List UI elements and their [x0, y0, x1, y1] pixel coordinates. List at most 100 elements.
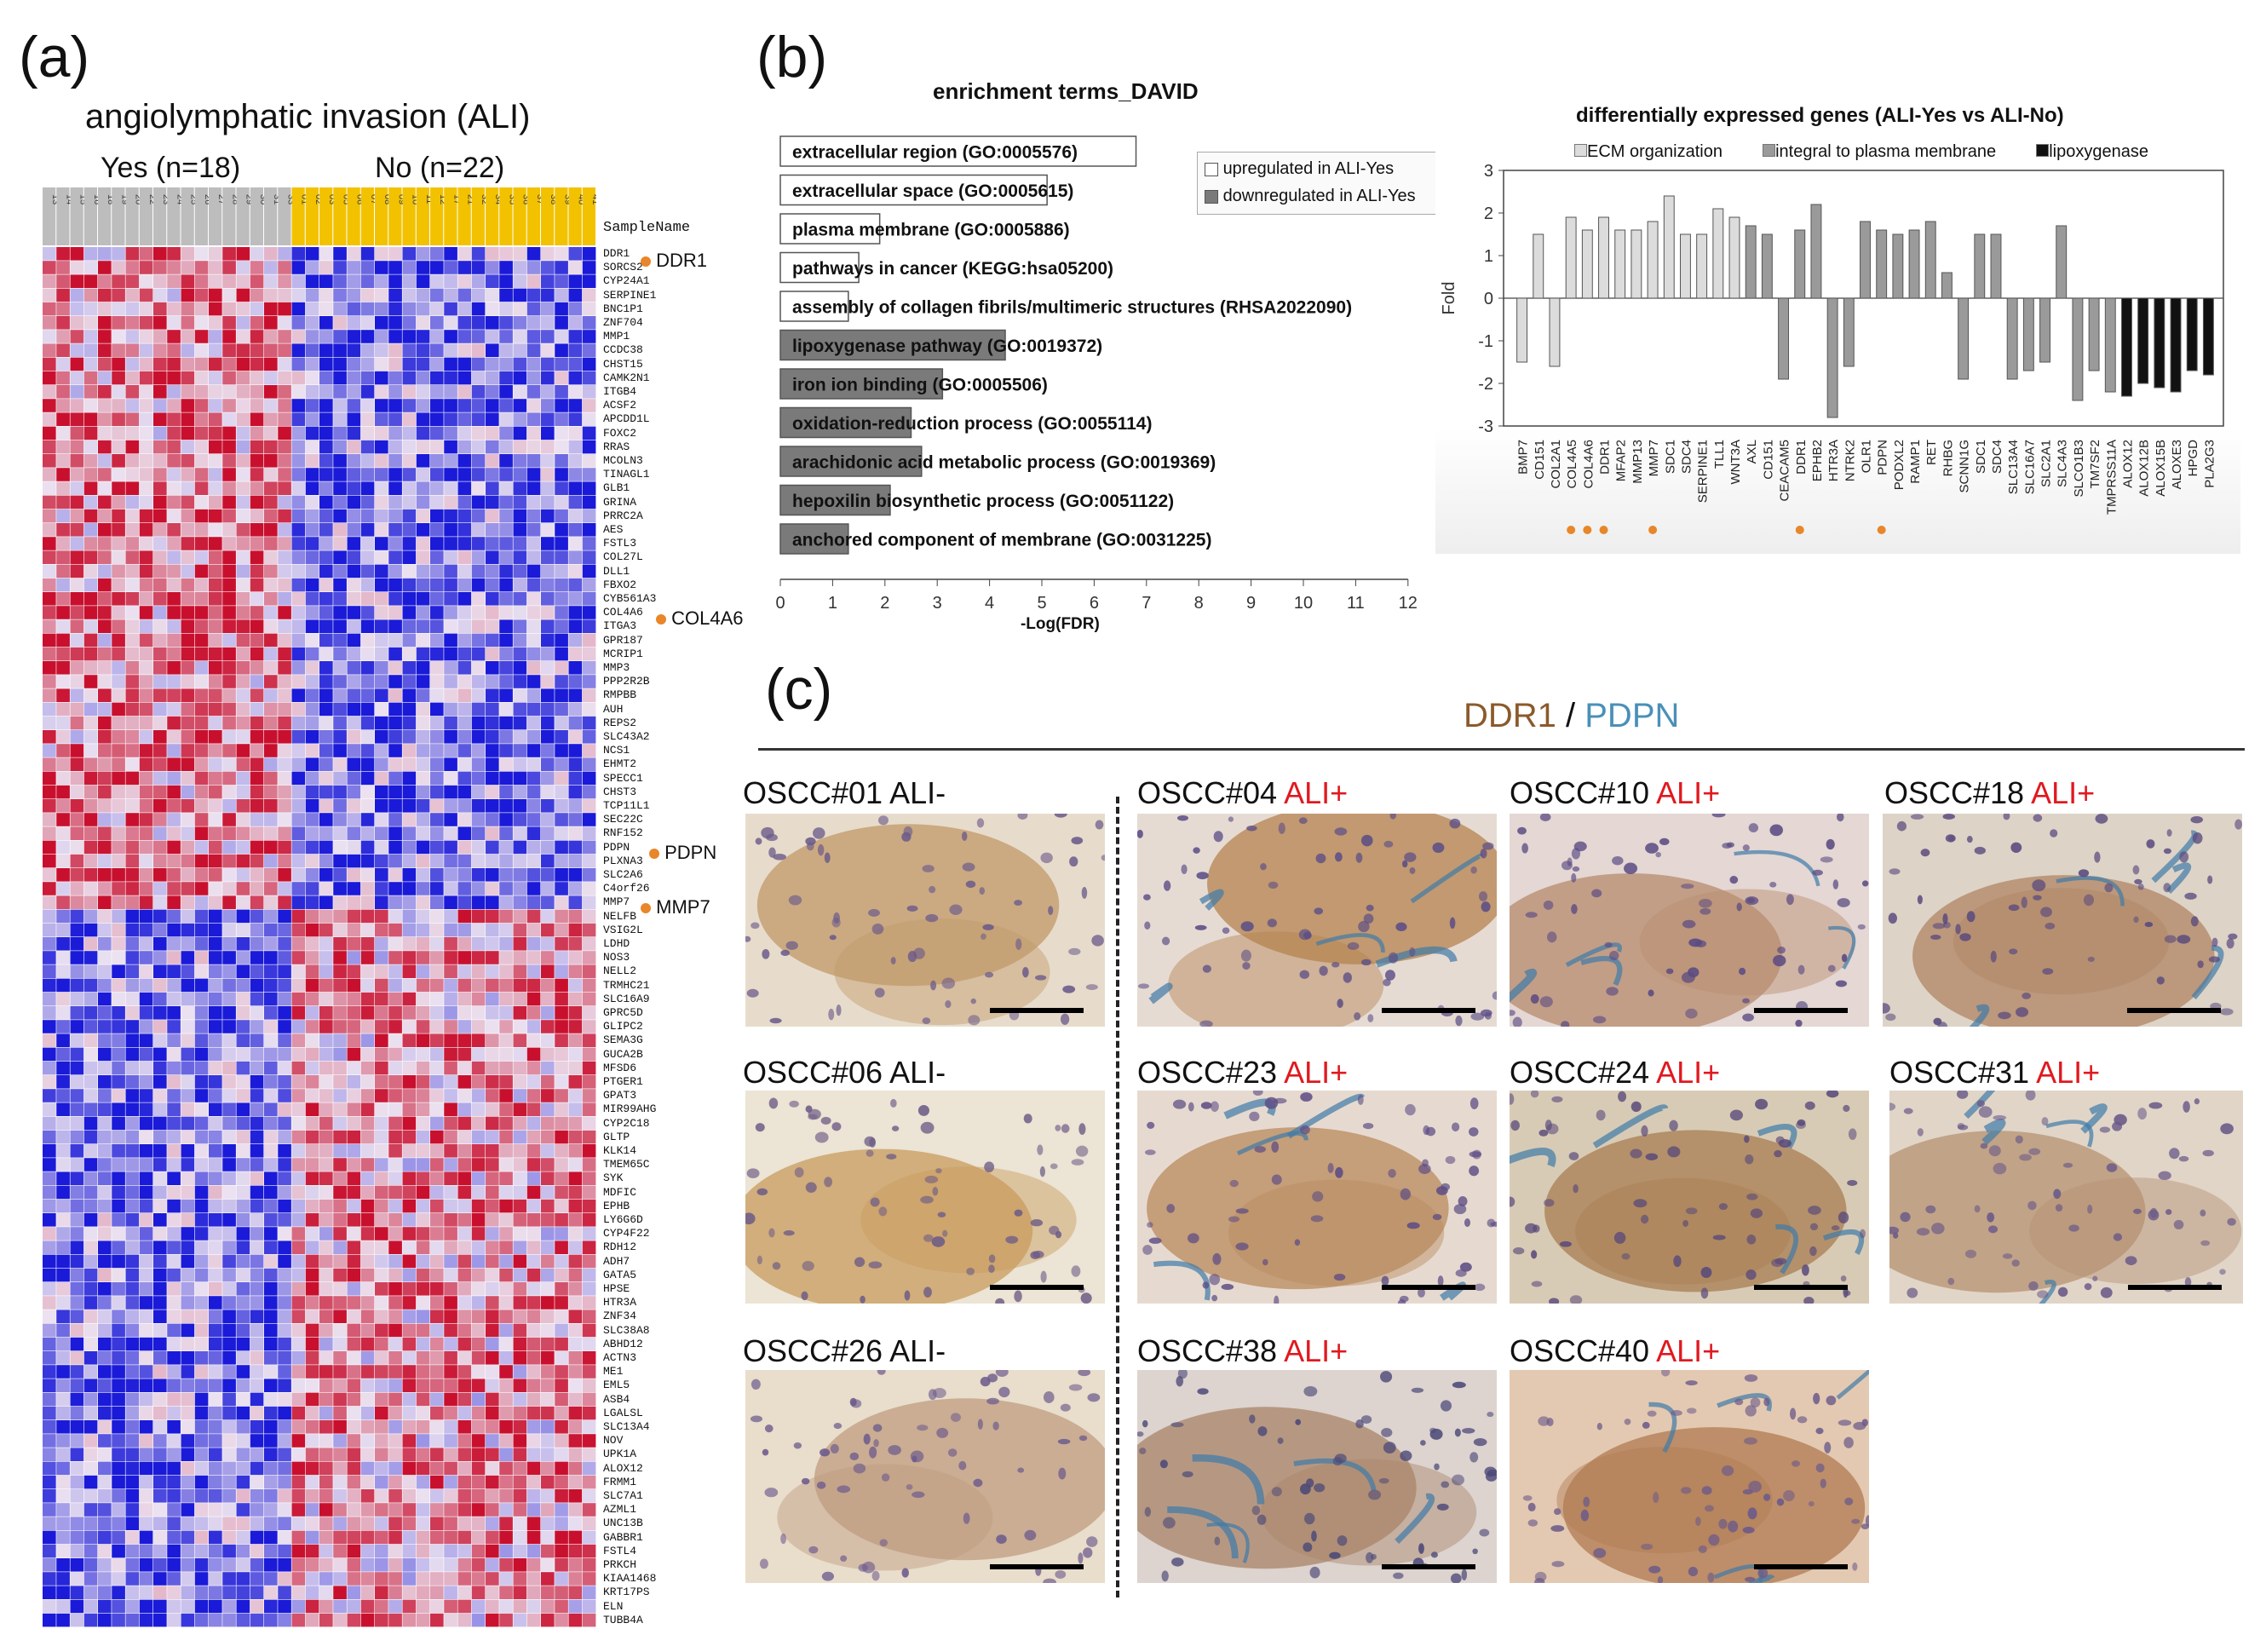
heatmap-cell [83, 937, 98, 951]
heatmap-cell [444, 371, 457, 385]
heatmap-cell [181, 895, 195, 909]
gene-label: RDH12 [603, 1240, 637, 1254]
heatmap-cell [430, 261, 444, 274]
heatmap-cell [209, 826, 222, 840]
heatmap-cell [388, 1227, 402, 1240]
gene-label: DLL1 [603, 564, 630, 578]
heatmap-cell [513, 1116, 527, 1131]
heatmap-cell [194, 771, 209, 786]
heatmap-cell [98, 1213, 112, 1227]
heatmap-cell [305, 468, 319, 481]
heatmap-cell [181, 661, 195, 675]
heatmap-cell [181, 1296, 195, 1310]
heatmap-cell [112, 799, 125, 813]
heatmap-cell [555, 1392, 568, 1407]
heatmap-cell [526, 440, 541, 454]
heatmap-cell [416, 1434, 430, 1448]
heatmap-cell [430, 702, 444, 717]
heatmap-cell [333, 1047, 347, 1062]
heatmap-cell [222, 1323, 236, 1338]
heatmap-cell [291, 537, 306, 550]
legend-item-down: downregulated in ALI-Yes [1205, 187, 1416, 206]
heatmap-cell [125, 302, 140, 316]
heatmap-cell [360, 840, 375, 855]
ihc-micrograph [1883, 814, 2242, 1027]
heatmap-cell [139, 992, 153, 1006]
heatmap-cell [167, 537, 181, 550]
heatmap-cell [209, 992, 222, 1006]
heatmap-cell [333, 1282, 347, 1296]
heatmap-cell [499, 1558, 513, 1572]
heatmap-cell [416, 1240, 430, 1254]
heatmap-cell [402, 1599, 417, 1614]
heatmap-cell [98, 1033, 112, 1047]
heatmap-cell [375, 1530, 388, 1545]
deg-bar [1826, 297, 1838, 418]
heatmap-cell [360, 288, 375, 302]
deg-category-label: SLC13A4 [2006, 440, 2021, 494]
heatmap-cell [70, 661, 84, 675]
heatmap-cell [513, 481, 527, 495]
heatmap-cell [305, 882, 319, 895]
heatmap-cell [333, 357, 347, 371]
heatmap-cell [43, 730, 56, 744]
heatmap-cell [555, 1351, 568, 1365]
heatmap-cell [526, 1310, 541, 1323]
heatmap-cell [430, 412, 444, 426]
heatmap-cell [264, 895, 278, 909]
heatmap-cell [388, 1116, 402, 1131]
sample-id-label: 11 [424, 194, 434, 204]
heatmap-cell [457, 261, 472, 274]
heatmap-cell [568, 1503, 583, 1517]
gene-label: CAMK2N1 [603, 371, 650, 384]
heatmap-cell [360, 1406, 375, 1420]
heatmap-cell [444, 951, 457, 964]
heatmap-cell [499, 606, 513, 619]
heatmap-cell [526, 1503, 541, 1517]
heatmap-cell [526, 1613, 541, 1627]
heatmap-cell [305, 523, 319, 537]
heatmap-cell [486, 951, 499, 964]
heatmap-cell [194, 868, 209, 882]
heatmap-cell [43, 1434, 56, 1448]
enrichment-bar [779, 251, 860, 284]
heatmap-cell [264, 675, 278, 688]
heatmap-cell [333, 909, 347, 924]
heatmap-cell [139, 1227, 153, 1240]
heatmap-cell [250, 1213, 264, 1227]
gene-label: MMP7 [603, 895, 630, 909]
heatmap-cell [375, 1006, 388, 1020]
heatmap-cell [209, 1379, 222, 1392]
heatmap-cell [388, 1558, 402, 1572]
heatmap-cell [70, 412, 84, 426]
heatmap-cell [83, 840, 98, 855]
heatmap-cell [125, 633, 140, 648]
heatmap-cell [457, 399, 472, 412]
heatmap-cell [499, 854, 513, 868]
heatmap-cell [499, 633, 513, 648]
heatmap-cell [305, 454, 319, 468]
heatmap-cell [278, 785, 291, 799]
heatmap-cell [402, 1185, 417, 1200]
heatmap-cell [375, 1351, 388, 1365]
heatmap-cell [347, 882, 361, 895]
enrichment-tick-label: 0 [775, 594, 785, 613]
deg-bar [1663, 195, 1675, 299]
heatmap-cell [375, 426, 388, 440]
heatmap-cell [402, 1406, 417, 1420]
heatmap-cell [347, 1296, 361, 1310]
heatmap-cell [264, 606, 278, 619]
heatmap-cell [360, 1365, 375, 1379]
heatmap-cell [416, 606, 430, 619]
heatmap-cell [444, 882, 457, 895]
heatmap-cell [264, 1185, 278, 1200]
heatmap-cell [375, 1227, 388, 1240]
heatmap-cell [181, 730, 195, 744]
deg-category-label: PDPN [1876, 440, 1890, 475]
heatmap-cell [319, 633, 333, 648]
heatmap-cell [555, 1089, 568, 1102]
heatmap-cell [471, 1461, 486, 1476]
heatmap-cell [181, 1102, 195, 1116]
heatmap-cell [98, 854, 112, 868]
heatmap-cell [236, 316, 250, 330]
